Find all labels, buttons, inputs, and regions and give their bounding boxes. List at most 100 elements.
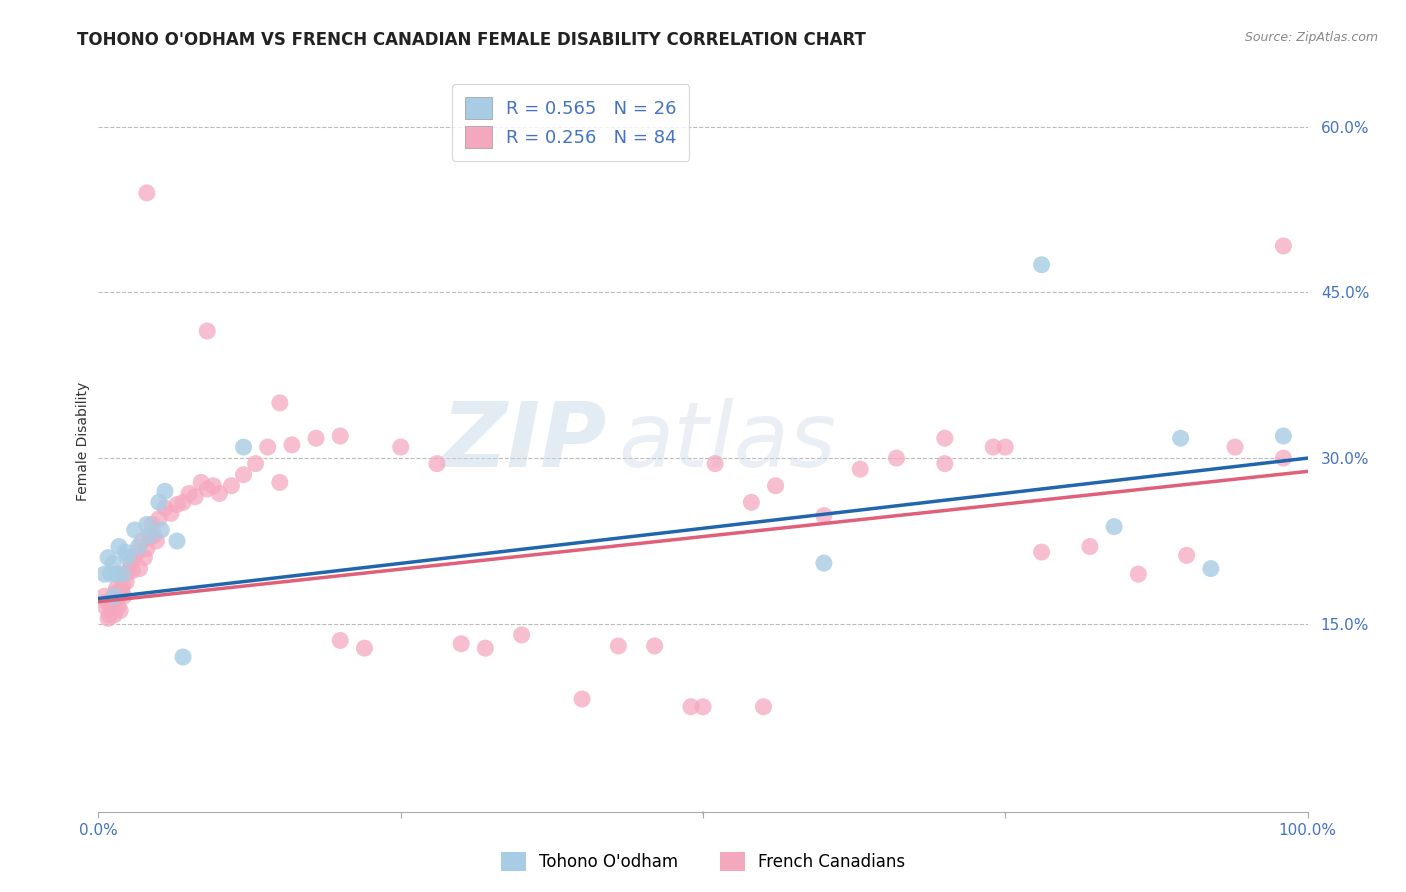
Point: [153, 500, 176, 515]
Point: [135, 541, 157, 556]
Point: [124, 550, 146, 565]
Point: [98, 607, 121, 622]
Point: [127, 545, 149, 559]
Point: [232, 440, 254, 454]
Point: [704, 457, 727, 471]
Point: [179, 486, 201, 500]
Point: [138, 528, 160, 542]
Point: [934, 431, 956, 445]
Point: [1031, 258, 1053, 272]
Point: [114, 545, 136, 559]
Point: [256, 440, 278, 454]
Point: [190, 475, 212, 490]
Text: TOHONO O'ODHAM VS FRENCH CANADIAN FEMALE DISABILITY CORRELATION CHART: TOHONO O'ODHAM VS FRENCH CANADIAN FEMALE…: [77, 31, 866, 49]
Point: [269, 396, 291, 410]
Point: [135, 517, 157, 532]
Point: [135, 186, 157, 200]
Point: [221, 479, 243, 493]
Point: [981, 440, 1004, 454]
Point: [202, 479, 225, 493]
Point: [644, 639, 666, 653]
Point: [148, 495, 170, 509]
Point: [166, 498, 188, 512]
Point: [145, 533, 167, 548]
Point: [94, 600, 117, 615]
Point: [232, 467, 254, 482]
Point: [101, 556, 124, 570]
Point: [281, 438, 304, 452]
Point: [1199, 561, 1222, 575]
Point: [607, 639, 630, 653]
Point: [100, 567, 122, 582]
Point: [934, 457, 956, 471]
Point: [752, 699, 775, 714]
Point: [1031, 545, 1053, 559]
Point: [103, 607, 125, 622]
Legend: Tohono O'odham, French Canadians: Tohono O'odham, French Canadians: [492, 843, 914, 880]
Y-axis label: Female Disability: Female Disability: [76, 382, 90, 501]
Point: [111, 567, 134, 582]
Point: [184, 490, 207, 504]
Point: [138, 531, 160, 545]
Point: [141, 517, 163, 532]
Point: [886, 451, 908, 466]
Point: [153, 484, 176, 499]
Point: [1223, 440, 1246, 454]
Point: [1128, 567, 1150, 582]
Point: [131, 533, 153, 548]
Point: [1272, 451, 1295, 466]
Point: [134, 550, 156, 565]
Point: [195, 324, 218, 338]
Point: [107, 600, 129, 615]
Point: [128, 561, 150, 575]
Point: [269, 475, 291, 490]
Point: [115, 574, 138, 589]
Point: [692, 699, 714, 714]
Point: [166, 533, 188, 548]
Point: [97, 611, 120, 625]
Point: [100, 592, 122, 607]
Point: [329, 633, 352, 648]
Point: [118, 564, 141, 578]
Point: [1272, 429, 1295, 443]
Point: [105, 582, 128, 596]
Point: [117, 550, 139, 565]
Point: [329, 429, 352, 443]
Point: [120, 556, 142, 570]
Point: [121, 564, 143, 578]
Point: [679, 699, 702, 714]
Point: [112, 589, 135, 603]
Point: [100, 600, 122, 615]
Point: [111, 578, 134, 592]
Point: [1272, 239, 1295, 253]
Point: [114, 567, 136, 582]
Point: [127, 540, 149, 554]
Point: [172, 650, 194, 665]
Text: atlas: atlas: [619, 398, 837, 485]
Point: [740, 495, 762, 509]
Point: [110, 583, 132, 598]
Point: [172, 495, 194, 509]
Point: [108, 540, 131, 554]
Point: [510, 628, 533, 642]
Point: [104, 586, 127, 600]
Point: [765, 479, 787, 493]
Point: [195, 482, 218, 496]
Point: [474, 641, 496, 656]
Point: [96, 595, 118, 609]
Point: [1078, 540, 1101, 554]
Point: [305, 431, 328, 445]
Point: [813, 556, 835, 570]
Point: [160, 507, 183, 521]
Point: [124, 523, 146, 537]
Point: [108, 589, 131, 603]
Point: [101, 597, 124, 611]
Point: [1175, 549, 1198, 563]
Point: [245, 457, 267, 471]
Point: [353, 641, 375, 656]
Point: [1170, 431, 1192, 445]
Point: [813, 508, 835, 523]
Text: Source: ZipAtlas.com: Source: ZipAtlas.com: [1244, 31, 1378, 45]
Point: [994, 440, 1017, 454]
Point: [103, 589, 125, 603]
